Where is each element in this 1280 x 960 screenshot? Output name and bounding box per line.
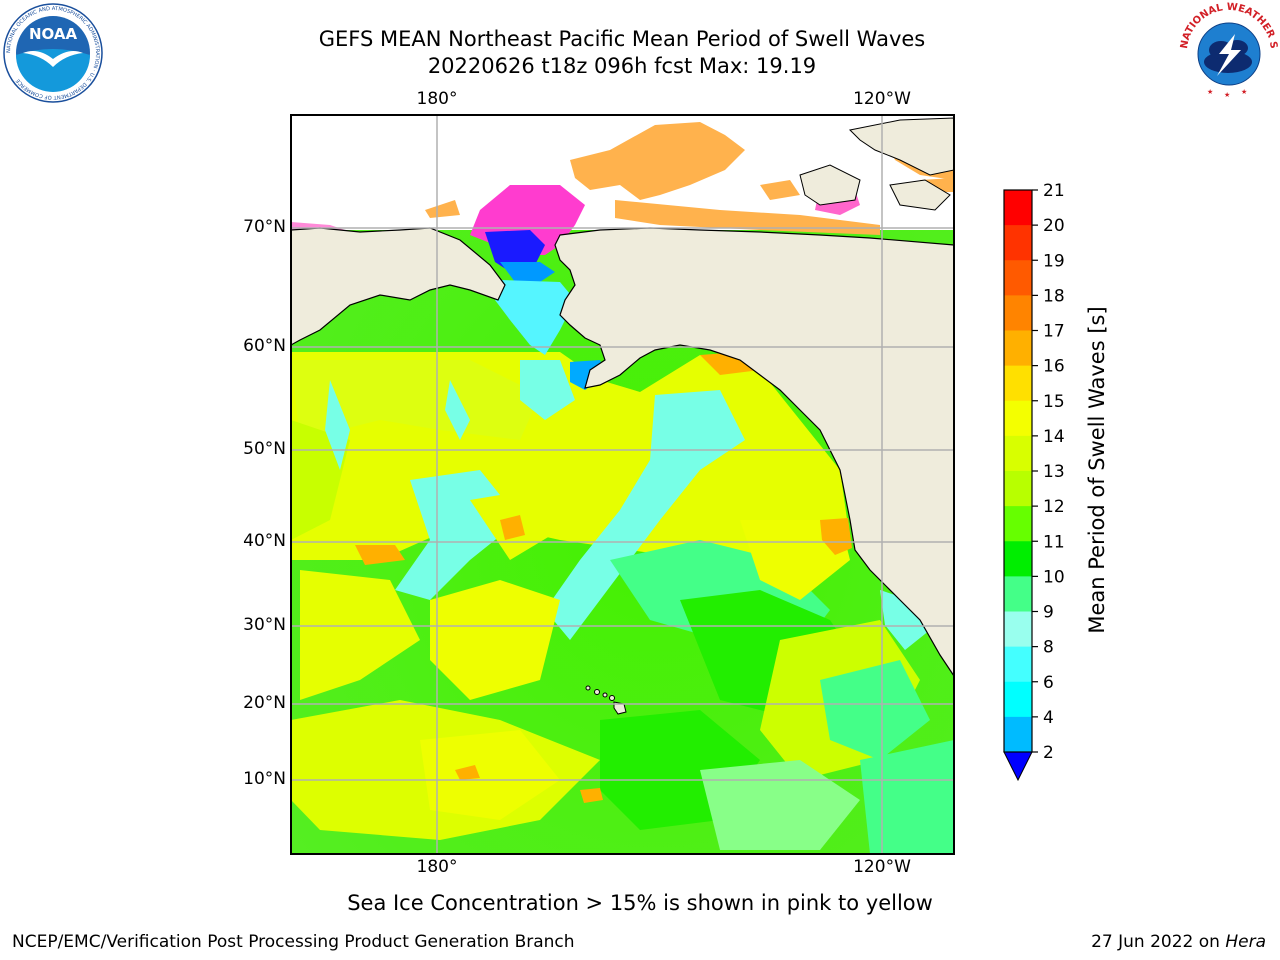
lat-label-50n: 50°N: [243, 439, 286, 459]
colorbar-tick-label: 14: [1043, 427, 1065, 447]
svg-text:★: ★: [1224, 91, 1230, 99]
colorbar-segment: [1004, 260, 1032, 296]
colorbar-segment: [1004, 716, 1032, 753]
colorbar-segment: [1004, 400, 1032, 437]
colorbar-segment: [1004, 541, 1032, 577]
colorbar-tick-label: 4: [1043, 708, 1054, 728]
lat-label-70n: 70°N: [243, 217, 286, 237]
colorbar-segment: [1004, 611, 1032, 648]
lat-label-10n: 10°N: [243, 769, 286, 789]
credit-text: NCEP/EMC/Verification Post Processing Pr…: [12, 932, 575, 952]
nws-logo: NATIONAL WEATHER SERVICE ★ ★ ★: [1179, 2, 1279, 100]
colorbar-segment: [1004, 225, 1032, 261]
machine-name: Hera: [1225, 932, 1266, 952]
graticule: [291, 115, 954, 854]
colorbar-segment: [1004, 365, 1032, 402]
map-subtitle: 20220626 t18z 096h fcst Max: 19.19: [427, 54, 817, 78]
date-text: 27 Jun 2022 on: [1091, 932, 1226, 952]
colorbar-tick-label: 12: [1043, 497, 1065, 517]
colorbar-segment: [1004, 681, 1032, 718]
lon-label-bottom-180: 180°: [416, 857, 458, 877]
svg-text:★: ★: [1207, 88, 1213, 96]
colorbar-segment: [1004, 646, 1032, 683]
lat-label-60n: 60°N: [243, 336, 286, 356]
map-title: GEFS MEAN Northeast Pacific Mean Period …: [318, 27, 926, 51]
colorbar-tick-label: 18: [1043, 286, 1065, 306]
colorbar-segment: [1004, 576, 1032, 612]
sea-ice-caption: Sea Ice Concentration > 15% is shown in …: [347, 891, 933, 915]
colorbar: 21 20 19 18 17 16 15 14 13 12 11 10 9 8 6 4 2: [1003, 181, 1065, 782]
land-north-america: [554, 227, 954, 678]
colorbar-tick-label: 19: [1043, 251, 1065, 271]
date-stamp: 27 Jun 2022 on Hera: [1091, 932, 1266, 952]
noaa-logo-text: NOAA: [29, 25, 78, 43]
svg-text:★: ★: [1241, 88, 1247, 96]
sea-ice-field: [291, 120, 954, 282]
colorbar-tick-label: 2: [1043, 743, 1054, 763]
hawaii-islands: [585, 685, 627, 715]
colorbar-segment: [1004, 295, 1032, 331]
map-frame: [290, 114, 955, 855]
land-asia: [291, 227, 506, 346]
colorbar-tick-label: 20: [1043, 216, 1065, 236]
colorbar-segment: [1004, 190, 1032, 226]
colorbar-tick-label: 17: [1043, 322, 1065, 342]
colorbar-tick-label: 6: [1043, 673, 1054, 693]
swell-period-field: [291, 352, 954, 854]
colorbar-segment: [1004, 471, 1032, 507]
colorbar-tick-label: 16: [1043, 357, 1065, 377]
colorbar-segment: [1004, 435, 1032, 472]
colorbar-tick-label: 8: [1043, 638, 1054, 658]
colorbar-tick-label: 10: [1043, 567, 1065, 587]
noaa-logo: NATIONAL OCEANIC AND ATMOSPHERIC ADMINIS…: [3, 3, 103, 103]
lon-label-bottom-120w: 120°W: [853, 857, 911, 877]
colorbar-label: Mean Period of Swell Waves [s]: [1085, 306, 1109, 634]
colorbar-tick-label: 15: [1043, 392, 1065, 412]
lat-label-20n: 20°N: [243, 693, 286, 713]
lon-label-top-120w: 120°W: [853, 89, 911, 109]
colorbar-tick-label: 9: [1043, 603, 1054, 623]
colorbar-tick-label: 13: [1043, 462, 1065, 482]
colorbar-segment: [1004, 506, 1032, 542]
lat-label-30n: 30°N: [243, 615, 286, 635]
lon-label-top-180: 180°: [416, 89, 458, 109]
colorbar-tick-label: 11: [1043, 532, 1065, 552]
colorbar-extend-triangle: [1003, 751, 1033, 782]
map-area: [291, 115, 954, 854]
lat-label-40n: 40°N: [243, 531, 286, 551]
colorbar-segment: [1004, 330, 1032, 367]
colorbar-tick-label: 21: [1043, 181, 1065, 201]
